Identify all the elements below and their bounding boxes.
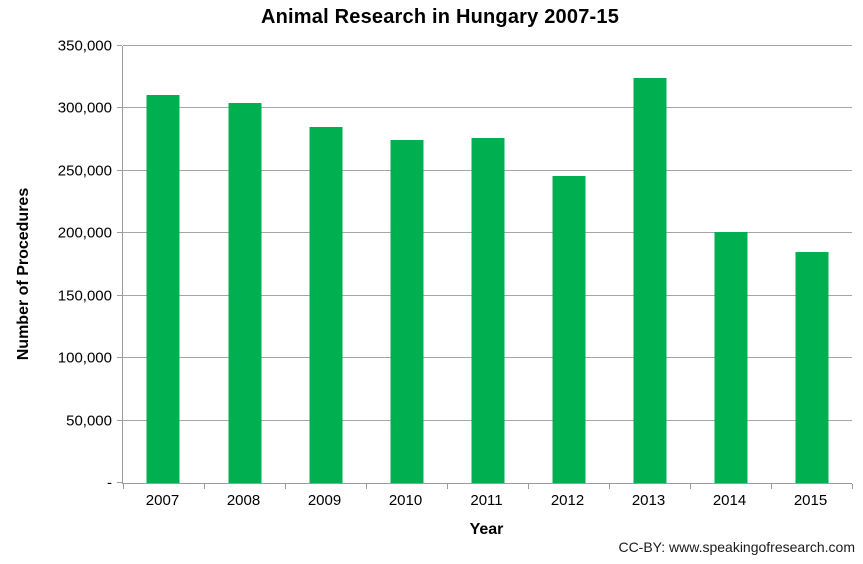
x-tick-label-2012: 2012 xyxy=(550,492,585,509)
x-tick-mark xyxy=(203,484,205,489)
y-tick-mark xyxy=(117,419,122,421)
x-tick-mark xyxy=(852,484,853,489)
y-tick-mark xyxy=(117,482,122,483)
bar-2013 xyxy=(633,78,666,483)
x-tick-label-2007: 2007 xyxy=(145,492,180,509)
y-tick-mark xyxy=(117,294,122,296)
x-tick-mark xyxy=(690,484,691,489)
y-tick-mark xyxy=(117,107,122,109)
bar-2014 xyxy=(714,232,747,483)
x-axis-title: Year xyxy=(469,521,504,538)
x-tick-mark xyxy=(284,484,286,489)
y-tick-mark xyxy=(117,232,122,234)
x-tick-label-2009: 2009 xyxy=(307,492,342,509)
x-tick-label-2015: 2015 xyxy=(793,492,828,509)
gridline xyxy=(123,107,852,109)
y-axis-tick-labels: - 50,000 100,000 150,000 200,000 250,000 300,0… xyxy=(0,39,112,491)
x-tick-mark xyxy=(446,484,448,489)
x-tick-mark xyxy=(528,484,529,489)
bar-2015 xyxy=(795,252,828,483)
y-tick-label: 50,000 xyxy=(66,412,112,430)
y-tick-mark xyxy=(117,45,122,46)
x-tick-label-2008: 2008 xyxy=(226,492,261,509)
bar-2012 xyxy=(552,175,585,483)
x-tick-label-2010: 2010 xyxy=(388,492,423,509)
x-tick-mark xyxy=(770,484,772,489)
y-tick-label: 200,000 xyxy=(57,224,112,242)
y-tick-label: 350,000 xyxy=(57,37,112,55)
x-tick-mark xyxy=(609,484,610,489)
x-tick-label-2014: 2014 xyxy=(712,492,747,509)
license-credit-text: CC-BY: www.speakingofresearch.com xyxy=(618,539,855,555)
x-tick-label-2013: 2013 xyxy=(631,492,666,509)
y-tick-mark xyxy=(117,169,122,171)
y-tick-mark xyxy=(117,357,122,359)
bar-2010 xyxy=(390,139,423,483)
bar-2009 xyxy=(309,127,342,483)
x-tick-label-2011: 2011 xyxy=(470,492,503,509)
x-axis-tick-labels: 2007 2008 2009 2010 2011 2012 2013 2014 2015 xyxy=(122,492,851,512)
plot-area xyxy=(117,45,853,489)
y-tick-label: 150,000 xyxy=(57,287,112,305)
y-tick-label: - xyxy=(107,474,112,492)
y-tick-label: 100,000 xyxy=(57,349,112,367)
x-tick-mark xyxy=(123,484,124,489)
bar-2008 xyxy=(228,103,261,483)
y-tick-label: 300,000 xyxy=(57,99,112,117)
chart-title: Animal Research in Hungary 2007-15 xyxy=(260,6,620,28)
bar-2007 xyxy=(146,94,180,483)
bar-2011 xyxy=(471,138,504,483)
gridline xyxy=(123,45,852,46)
y-tick-label: 250,000 xyxy=(57,162,112,180)
x-tick-mark xyxy=(366,484,367,489)
